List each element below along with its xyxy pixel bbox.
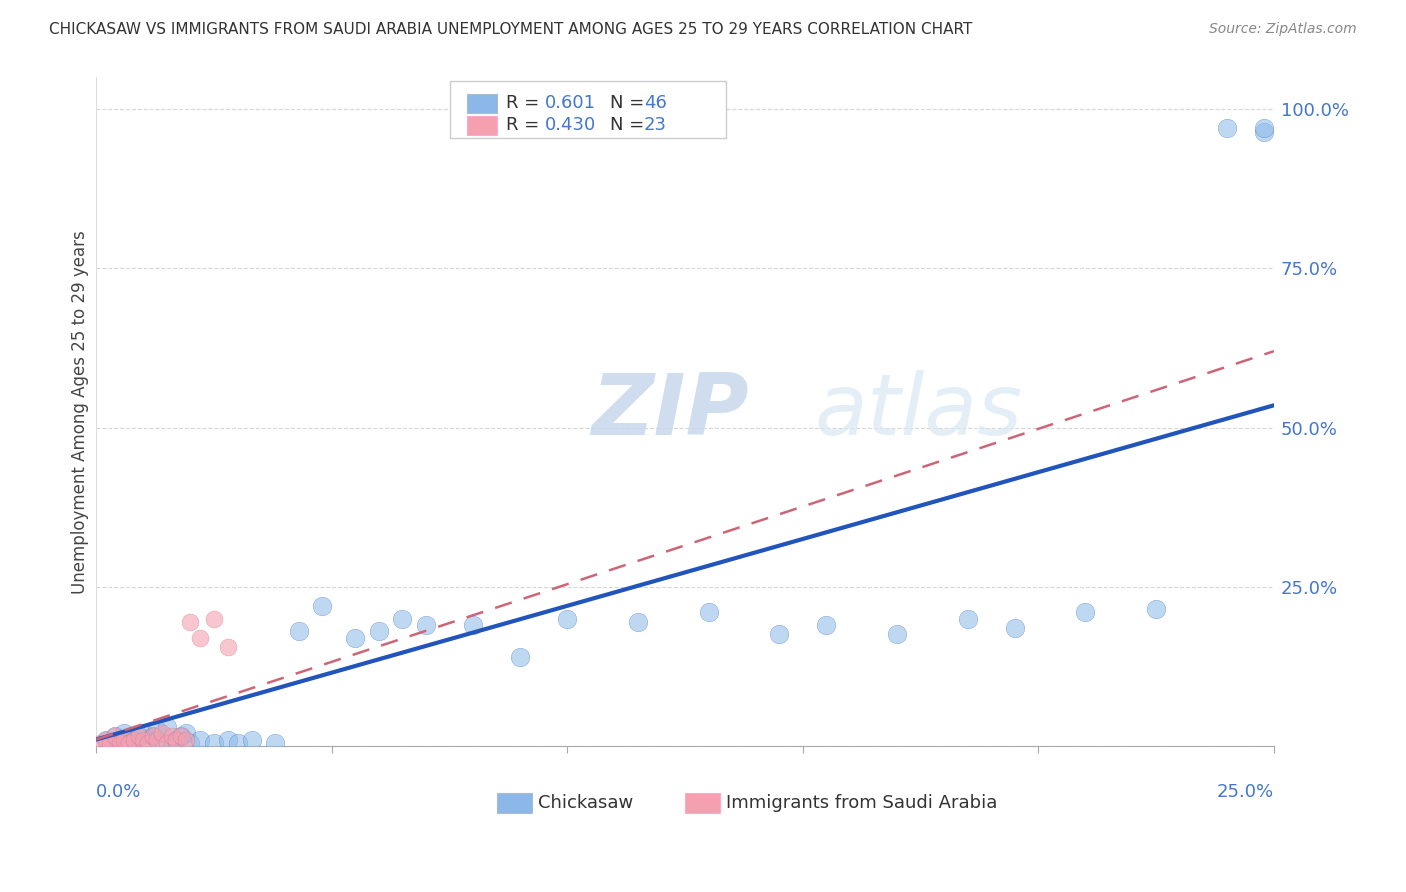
Point [768, 627, 790, 641]
Text: 0.430: 0.430 [546, 116, 596, 134]
Point [555, 611, 578, 625]
Point [136, 732, 159, 747]
Point [98, 736, 121, 750]
Point [202, 736, 225, 750]
Point [311, 599, 333, 613]
Point [98, 736, 121, 750]
Point [132, 726, 155, 740]
Point [150, 736, 173, 750]
Point [156, 720, 179, 734]
Point [1074, 605, 1097, 619]
Point [128, 729, 150, 743]
Point [165, 732, 187, 747]
Point [128, 729, 150, 743]
Text: N =: N = [610, 116, 650, 134]
FancyBboxPatch shape [685, 793, 720, 813]
Point [509, 649, 531, 664]
Point [160, 736, 183, 750]
Point [886, 627, 908, 641]
Text: ZIP: ZIP [591, 370, 748, 453]
Point [174, 732, 197, 747]
Text: Chickasaw: Chickasaw [538, 794, 633, 812]
Point [90, 736, 112, 750]
Point [94, 732, 117, 747]
Point [391, 611, 413, 625]
Point [287, 624, 309, 639]
Point [122, 732, 145, 747]
Text: 23: 23 [644, 116, 666, 134]
Point [146, 723, 169, 737]
Point [264, 736, 287, 750]
Point [367, 624, 389, 639]
Point [170, 729, 193, 743]
Text: Source: ZipAtlas.com: Source: ZipAtlas.com [1209, 22, 1357, 37]
Point [108, 732, 131, 747]
Text: N =: N = [610, 95, 650, 112]
Point [118, 736, 141, 750]
Y-axis label: Unemployment Among Ages 25 to 29 years: Unemployment Among Ages 25 to 29 years [72, 230, 89, 593]
Point [174, 726, 197, 740]
Point [108, 736, 131, 750]
Point [815, 618, 838, 632]
Point [142, 729, 165, 743]
Text: 25.0%: 25.0% [1216, 782, 1274, 801]
Point [170, 729, 193, 743]
Text: 0.0%: 0.0% [96, 782, 142, 801]
Point [956, 611, 979, 625]
Text: atlas: atlas [814, 370, 1022, 453]
Point [188, 732, 211, 747]
Point [179, 736, 201, 750]
Point [240, 732, 263, 747]
Text: 46: 46 [644, 95, 666, 112]
Point [179, 615, 201, 629]
Point [627, 615, 650, 629]
Point [1004, 621, 1026, 635]
Point [226, 736, 249, 750]
Point [136, 736, 159, 750]
FancyBboxPatch shape [467, 94, 496, 112]
Point [114, 726, 136, 740]
Point [94, 732, 117, 747]
Point [142, 729, 165, 743]
Text: 0.601: 0.601 [546, 95, 596, 112]
Point [202, 611, 225, 625]
Point [461, 618, 484, 632]
Point [165, 732, 187, 747]
Point [1216, 121, 1239, 136]
Text: R =: R = [506, 116, 546, 134]
Text: Immigrants from Saudi Arabia: Immigrants from Saudi Arabia [727, 794, 998, 812]
Point [156, 736, 179, 750]
Point [122, 732, 145, 747]
Point [146, 732, 169, 747]
Point [104, 729, 127, 743]
Point [1144, 602, 1167, 616]
Point [344, 631, 367, 645]
Point [150, 726, 173, 740]
Text: R =: R = [506, 95, 546, 112]
Point [118, 736, 141, 750]
Point [697, 605, 720, 619]
Point [160, 729, 183, 743]
Point [114, 732, 136, 747]
Point [415, 618, 437, 632]
Point [1253, 124, 1275, 138]
Point [188, 631, 211, 645]
FancyBboxPatch shape [496, 793, 531, 813]
Point [217, 732, 239, 747]
Point [1253, 121, 1275, 136]
Text: CHICKASAW VS IMMIGRANTS FROM SAUDI ARABIA UNEMPLOYMENT AMONG AGES 25 TO 29 YEARS: CHICKASAW VS IMMIGRANTS FROM SAUDI ARABI… [49, 22, 973, 37]
FancyBboxPatch shape [467, 116, 496, 135]
Point [132, 732, 155, 747]
Point [104, 729, 127, 743]
FancyBboxPatch shape [450, 81, 727, 137]
Point [217, 640, 239, 655]
